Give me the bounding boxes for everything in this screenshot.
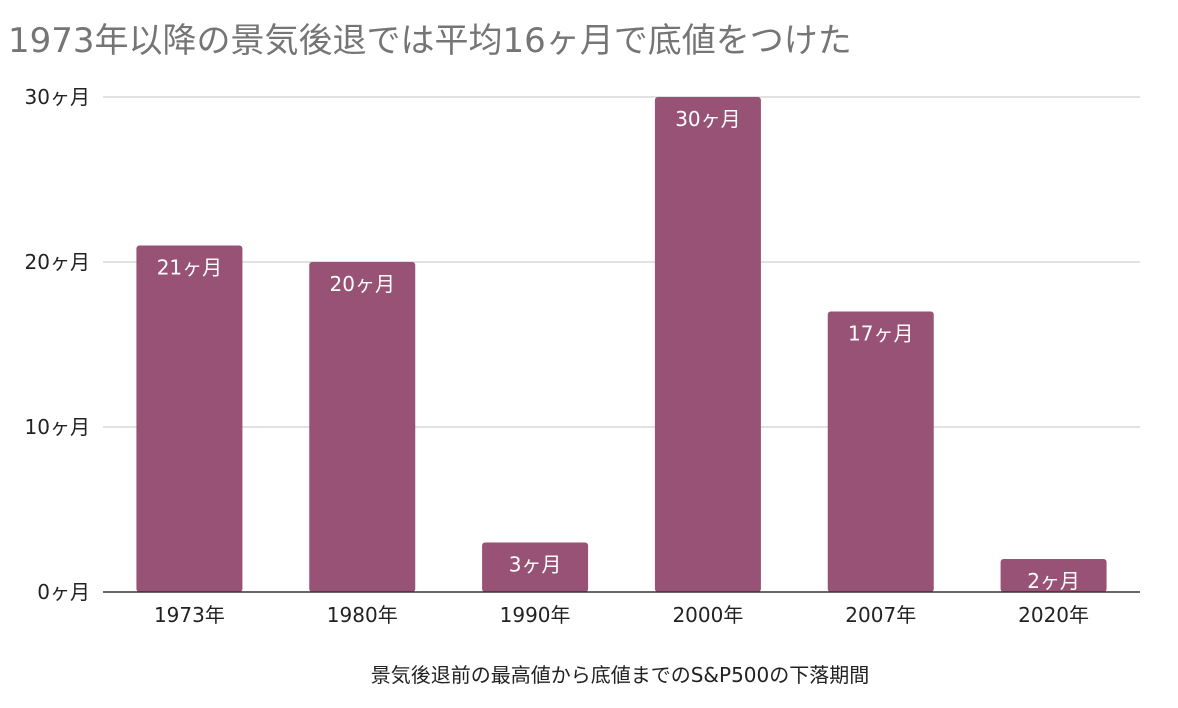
y-tick-label: 30ヶ月 — [25, 85, 90, 109]
bars — [136, 97, 1107, 592]
bar-value-label: 3ヶ月 — [509, 553, 562, 577]
x-tick-label: 1990年 — [500, 603, 571, 627]
x-tick-label: 2007年 — [845, 603, 916, 627]
bar-value-label: 17ヶ月 — [848, 322, 913, 346]
bar — [654, 97, 761, 592]
bar — [1000, 559, 1107, 592]
x-tick-label: 2020年 — [1018, 603, 1089, 627]
x-tick-label: 1973年 — [154, 603, 225, 627]
gridlines — [103, 96, 1140, 428]
bar-value-label: 20ヶ月 — [330, 272, 395, 296]
x-axis-label: 景気後退前の最高値から底値までのS&P500の下落期間 — [371, 663, 870, 687]
y-axis-ticks: 0ヶ月 10ヶ月 20ヶ月 30ヶ月 — [25, 85, 90, 604]
y-tick-label: 10ヶ月 — [25, 415, 90, 439]
chart-title: 1973年以降の景気後退では平均16ヶ月で底値をつけた — [8, 21, 852, 61]
x-tick-label: 2000年 — [672, 603, 743, 627]
bar-value-label: 21ヶ月 — [157, 256, 222, 280]
x-axis-ticks: 1973年 1980年 1990年 2000年 2007年 2020年 — [154, 603, 1089, 627]
bar — [309, 262, 416, 592]
y-tick-label: 0ヶ月 — [37, 580, 90, 604]
y-tick-label: 20ヶ月 — [25, 250, 90, 274]
bar — [482, 542, 589, 592]
bar-value-labels: 21ヶ月 20ヶ月 3ヶ月 30ヶ月 17ヶ月 2ヶ月 — [157, 107, 1080, 593]
bar — [827, 311, 934, 592]
bar-value-label: 2ヶ月 — [1027, 569, 1080, 593]
bar — [136, 245, 243, 592]
x-tick-label: 1980年 — [327, 603, 398, 627]
bar-value-label: 30ヶ月 — [675, 107, 740, 131]
